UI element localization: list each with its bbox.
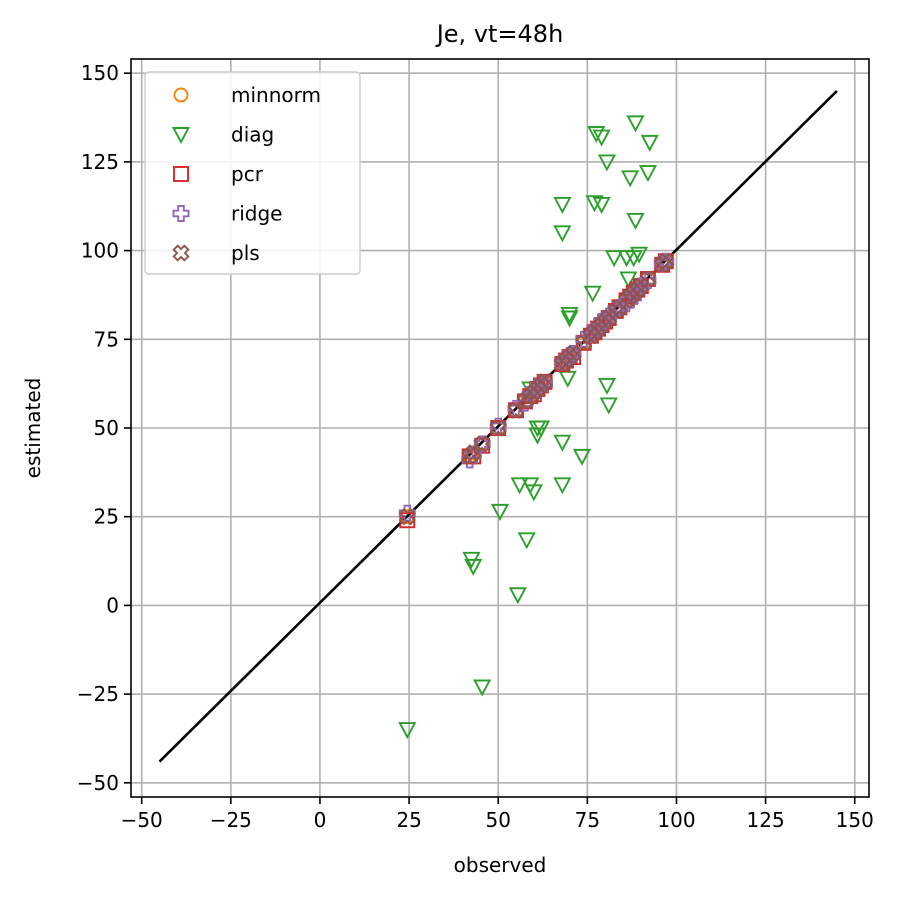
diag-point bbox=[585, 195, 604, 213]
diag-point bbox=[587, 126, 606, 144]
pls-point bbox=[657, 252, 675, 270]
axis-ticks: −50 −25 0 25 50 75 100 125 150 −50 −25 0 25 50 75 100 12… bbox=[77, 61, 874, 832]
x-tick-label: 100 bbox=[657, 808, 695, 832]
pls-point bbox=[398, 508, 416, 526]
legend-entry-ridge: ridge bbox=[172, 202, 282, 226]
diag-point bbox=[626, 115, 645, 133]
diag-point bbox=[510, 477, 529, 495]
legend: minnorm diag pcr ridge pls bbox=[144, 71, 361, 275]
x-tick-label: 50 bbox=[485, 808, 510, 832]
diag-point bbox=[490, 503, 510, 521]
diag-point bbox=[638, 165, 658, 183]
legend-marker-pls bbox=[172, 244, 190, 262]
diag-point bbox=[640, 134, 659, 152]
y-tick-label: −50 bbox=[77, 771, 119, 795]
pls-point bbox=[464, 444, 482, 462]
x-tick-label: 75 bbox=[575, 808, 600, 832]
legend-label-minnorm: minnorm bbox=[231, 83, 321, 107]
legend-label-pls: pls bbox=[231, 241, 260, 265]
x-tick-label: 125 bbox=[747, 808, 785, 832]
pls-point bbox=[489, 419, 507, 437]
x-tick-label: 150 bbox=[836, 808, 874, 832]
diag-point bbox=[473, 679, 492, 697]
diag-point bbox=[553, 197, 572, 214]
diag-point bbox=[528, 427, 547, 445]
diag-point bbox=[597, 154, 617, 172]
identity-reference-line bbox=[158, 90, 838, 763]
pls-point bbox=[473, 435, 491, 453]
y-tick-label: 50 bbox=[94, 416, 119, 440]
legend-box bbox=[144, 71, 361, 275]
reference-line-layer bbox=[158, 90, 838, 763]
diag-point bbox=[553, 434, 572, 452]
diag-point bbox=[621, 170, 640, 188]
legend-label-diag: diag bbox=[231, 123, 274, 147]
y-tick-label: 125 bbox=[81, 150, 119, 174]
pls-point bbox=[535, 373, 554, 391]
legend-entry-minnorm: minnorm bbox=[173, 83, 321, 107]
series-ridge bbox=[398, 252, 675, 522]
diag-point bbox=[560, 307, 579, 324]
diag-point bbox=[605, 250, 624, 268]
pls-point bbox=[507, 401, 525, 419]
diag-point bbox=[597, 377, 617, 395]
x-axis-label: observed bbox=[454, 853, 547, 877]
diag-point bbox=[553, 225, 572, 243]
legend-marker-pcr bbox=[173, 166, 189, 182]
diag-point bbox=[524, 484, 543, 502]
diag-point bbox=[464, 558, 483, 576]
diag-point bbox=[599, 397, 618, 415]
legend-entry-pcr: pcr bbox=[173, 162, 264, 186]
legend-marker-ridge bbox=[172, 205, 190, 222]
legend-label-ridge: ridge bbox=[231, 202, 282, 226]
pls-point bbox=[564, 344, 582, 363]
series-pls bbox=[398, 252, 675, 526]
diag-point bbox=[629, 246, 649, 264]
legend-label-pcr: pcr bbox=[231, 162, 264, 186]
diag-point bbox=[560, 310, 579, 328]
legend-entry-diag: diag bbox=[171, 123, 274, 147]
diag-point bbox=[619, 271, 638, 289]
y-tick-label: 25 bbox=[94, 505, 119, 529]
diag-point bbox=[517, 532, 536, 550]
x-tick-label: 25 bbox=[396, 808, 421, 832]
diag-point bbox=[553, 477, 572, 495]
y-tick-label: 0 bbox=[106, 593, 119, 617]
diag-point bbox=[626, 212, 645, 230]
y-axis-label: estimated bbox=[21, 378, 45, 479]
diag-point bbox=[583, 285, 602, 303]
x-tick-label: 0 bbox=[314, 808, 327, 832]
pls-point bbox=[639, 270, 657, 288]
diag-point bbox=[398, 722, 417, 740]
chart-title: Je, vt=48h bbox=[435, 20, 564, 48]
diag-point bbox=[572, 448, 592, 466]
legend-marker-minnorm bbox=[173, 87, 189, 103]
ridge-point bbox=[639, 272, 657, 290]
y-tick-label: 75 bbox=[94, 327, 119, 351]
x-tick-label: −50 bbox=[121, 808, 163, 832]
y-tick-label: 150 bbox=[81, 61, 119, 85]
diag-point bbox=[592, 197, 611, 214]
diag-point bbox=[508, 587, 527, 605]
x-tick-label: −25 bbox=[210, 808, 252, 832]
series-diag bbox=[398, 115, 659, 740]
legend-marker-diag bbox=[171, 127, 191, 145]
diag-point bbox=[592, 129, 611, 147]
legend-entry-pls: pls bbox=[172, 241, 260, 265]
data-points bbox=[398, 115, 675, 740]
y-tick-label: 100 bbox=[81, 239, 119, 263]
y-tick-label: −25 bbox=[77, 682, 119, 706]
